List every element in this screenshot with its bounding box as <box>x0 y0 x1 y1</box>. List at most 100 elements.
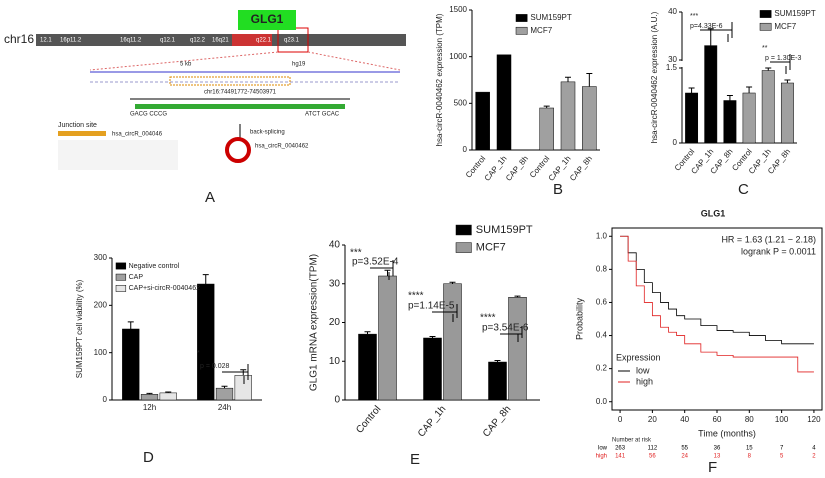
x-tick-label: 80 <box>745 415 754 424</box>
legend-swatch <box>115 285 127 292</box>
legend-swatch <box>115 273 127 281</box>
legend-label: SUM159PT <box>476 224 533 236</box>
bar <box>761 70 775 144</box>
zoom-line <box>89 51 279 71</box>
bracket <box>432 304 458 322</box>
band: q22.1 <box>256 38 272 44</box>
bar <box>685 92 699 144</box>
legend-swatch <box>515 26 528 35</box>
error-bar <box>449 281 456 284</box>
error-bar <box>364 331 371 335</box>
legend-label: MCF7 <box>530 26 552 35</box>
risk-value: 112 <box>648 446 658 452</box>
panel-label: A <box>205 189 215 206</box>
bracket <box>500 326 523 342</box>
bracket <box>770 54 791 74</box>
bar <box>122 328 140 401</box>
y-tick-label: 1.5 <box>666 63 678 72</box>
legend-label: Negative control <box>129 263 180 270</box>
annotation: ** <box>762 45 768 52</box>
bar <box>159 392 177 401</box>
scale: 5 kb <box>180 62 192 68</box>
legend-swatch <box>455 242 472 253</box>
legend-label: high <box>636 376 653 386</box>
y-tick-label: 0.0 <box>596 397 608 406</box>
chromosome <box>36 34 406 46</box>
risk-value: 15 <box>746 446 753 452</box>
assembly: hg19 <box>292 62 306 68</box>
risk-value: 8 <box>748 454 752 460</box>
y-axis-label: GLG1 mRNA expression(TPM) <box>309 254 320 391</box>
risk-value: 141 <box>615 454 626 460</box>
diagram: GLG1 chr16 12.1 16p11.2 16q11.2 q12.1 q1… <box>4 10 406 170</box>
legend-swatch <box>759 22 772 31</box>
error-bar <box>494 359 501 363</box>
chart-title: GLG1 <box>701 208 726 218</box>
right-seq: ATCT GCAC <box>305 112 340 118</box>
error-bar <box>726 95 733 101</box>
error-bar <box>146 392 153 395</box>
bar <box>496 54 512 151</box>
bar <box>780 82 794 144</box>
error-bar <box>586 72 593 87</box>
y-tick-label: 1000 <box>449 52 467 61</box>
y-tick-label: 500 <box>454 98 468 107</box>
bracket <box>700 22 733 42</box>
error-bar <box>384 269 391 276</box>
annotation: p=3.54E-6 <box>482 323 529 334</box>
legend-label: SUM159PT <box>530 13 571 22</box>
annotation: p=1.14E-5 <box>408 301 455 312</box>
bar <box>215 387 234 401</box>
annotation: p = 0.028 <box>200 363 229 370</box>
risk-title: Number at risk <box>612 438 652 444</box>
bracket <box>222 364 249 384</box>
band: 12.1 <box>40 38 52 44</box>
process: back-splicing <box>250 130 285 136</box>
band: q12.2 <box>190 38 206 44</box>
x-tick-label: CAP_8h <box>568 154 594 183</box>
y-tick-label: 10 <box>329 356 341 367</box>
risk-value: 5 <box>780 454 784 460</box>
x-tick-label: CAP_8h <box>481 404 513 440</box>
band: q12.1 <box>160 38 176 44</box>
circle-rna <box>225 137 251 163</box>
bar <box>488 361 507 401</box>
band: 16p11.2 <box>60 38 82 44</box>
bar <box>197 283 215 401</box>
legend-label: CAP+si-circR-0040462 <box>129 285 200 292</box>
legend-label: CAP <box>129 274 144 281</box>
error-bar <box>240 369 247 376</box>
bar <box>234 375 252 401</box>
legend-label: low <box>636 365 650 375</box>
x-tick-label: Control <box>354 404 383 436</box>
y-tick-label: 30 <box>329 278 341 289</box>
bar <box>378 275 397 401</box>
bar <box>560 81 576 151</box>
legend-swatch <box>455 224 472 236</box>
y-tick-label: 0.6 <box>596 298 608 307</box>
legend-swatch <box>515 14 528 22</box>
y-tick-label: 0 <box>673 138 678 147</box>
error-bar <box>688 87 695 93</box>
circ-name: hsa_circR_0040462 <box>255 144 309 150</box>
chromosome-label: chr16 <box>4 32 34 46</box>
y-tick-label: 0 <box>463 145 468 154</box>
y-tick-label: 300 <box>94 253 108 262</box>
bar <box>423 337 442 401</box>
x-tick-label: 40 <box>680 415 689 424</box>
bar <box>475 91 490 151</box>
error-bar <box>221 385 228 389</box>
legend-swatch <box>115 262 127 270</box>
risk-value: 2 <box>812 454 816 460</box>
legend-label: MCF7 <box>774 22 796 31</box>
legend-title: Expression <box>616 352 661 362</box>
error-bar <box>765 67 772 71</box>
annotation: logrank P = 0.0011 <box>741 246 816 256</box>
y-tick-label: 0 <box>334 395 340 406</box>
y-tick-label: 0 <box>103 395 108 404</box>
y-tick-label: 1500 <box>449 5 467 14</box>
error-bar <box>746 86 753 93</box>
y-tick-label: 100 <box>94 348 108 357</box>
risk-value: 24 <box>681 454 688 460</box>
legend-label: MCF7 <box>476 242 506 254</box>
